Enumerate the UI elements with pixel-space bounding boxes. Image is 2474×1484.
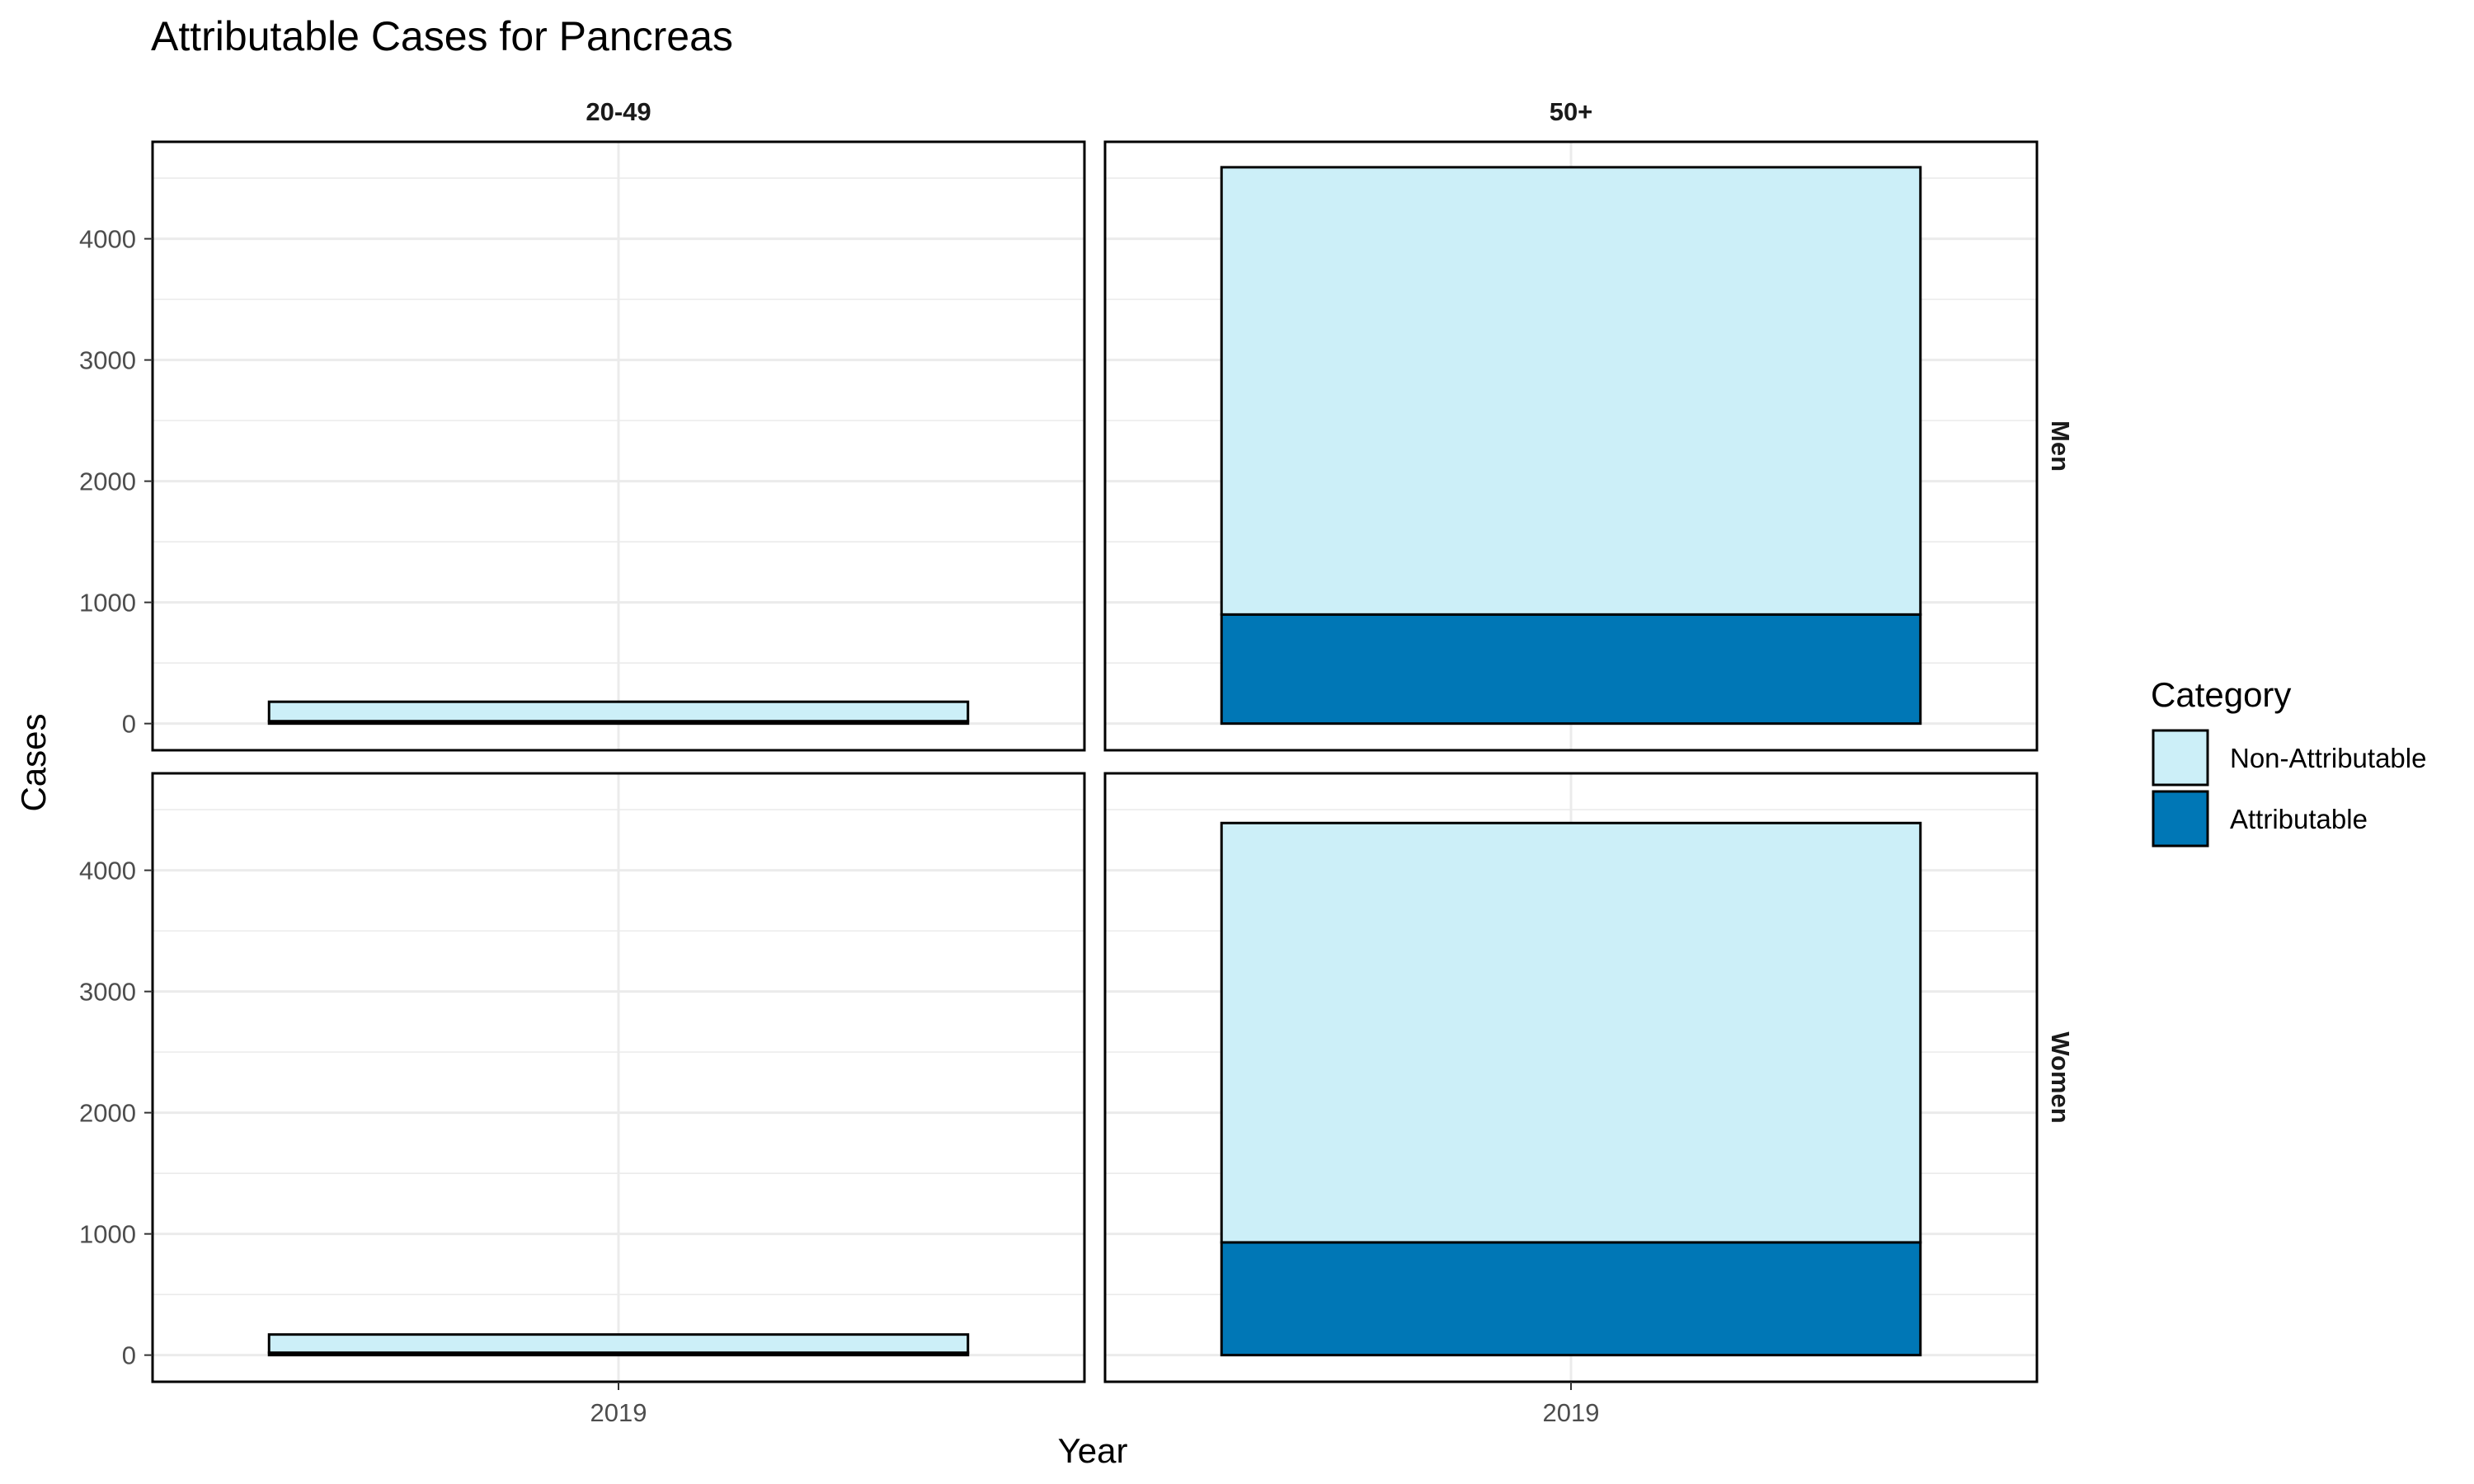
x-tick-label-50-2019: 2019 [1543,1398,1600,1427]
bar-non-attributable-men-50 [1220,166,1922,616]
facet-strip-men: Men [2046,420,2075,472]
bar-non-attributable-women-50 [1220,821,1922,1244]
y-tick-label-men-2000: 2000 [79,467,136,496]
y-tick-label-men-3000: 3000 [79,346,136,375]
legend-label-non-attributable: Non-Attributable [2230,743,2426,773]
x-axis-title: Year [1058,1431,1128,1470]
x-tick-label-20-49-2019: 2019 [590,1398,647,1427]
chart-title: Attributable Cases for Pancreas [151,13,733,59]
y-axis-title: Cases [14,713,53,811]
panels-layer: 20-49 50+ Men Women [151,97,2075,1383]
y-tick-label-women-4000: 4000 [79,857,136,885]
facet-strip-50: 50+ [1550,97,1593,126]
panel-men-50 [1103,140,2039,752]
y-tick-label-women-0: 0 [122,1341,136,1370]
legend-label-attributable: Attributable [2230,804,2368,834]
y-tick-label-men-0: 0 [122,710,136,739]
y-tick-label-men-4000: 4000 [79,225,136,254]
panel-women-50 [1103,772,2039,1383]
panel-border [1103,140,2039,752]
y-tick-label-women-3000: 3000 [79,978,136,1007]
legend-swatch-non-attributable [2152,729,2209,787]
axes-layer: 0 1000 2000 3000 4000 0 1000 2000 3000 4000 2019 20… [79,225,1599,1427]
y-tick-label-men-1000: 1000 [79,589,136,618]
bar-non-attributable-men-20-49 [267,700,970,723]
bar-attributable-women-50 [1220,1241,1922,1357]
y-tick-label-women-2000: 2000 [79,1099,136,1128]
facet-strip-women: Women [2046,1031,2075,1123]
facet-strip-20-49: 20-49 [586,97,651,126]
legend-title: Category [2151,675,2291,714]
y-tick-label-women-1000: 1000 [79,1220,136,1249]
panel-women-20-49 [151,772,1086,1383]
bar-non-attributable-women-20-49 [267,1333,970,1355]
legend: Category Non-Attributable Attributable [2151,675,2426,848]
panel-border [151,140,1086,752]
legend-swatch-attributable [2152,790,2209,848]
panel-men-20-49 [151,140,1086,752]
bar-attributable-men-50 [1220,613,1922,726]
